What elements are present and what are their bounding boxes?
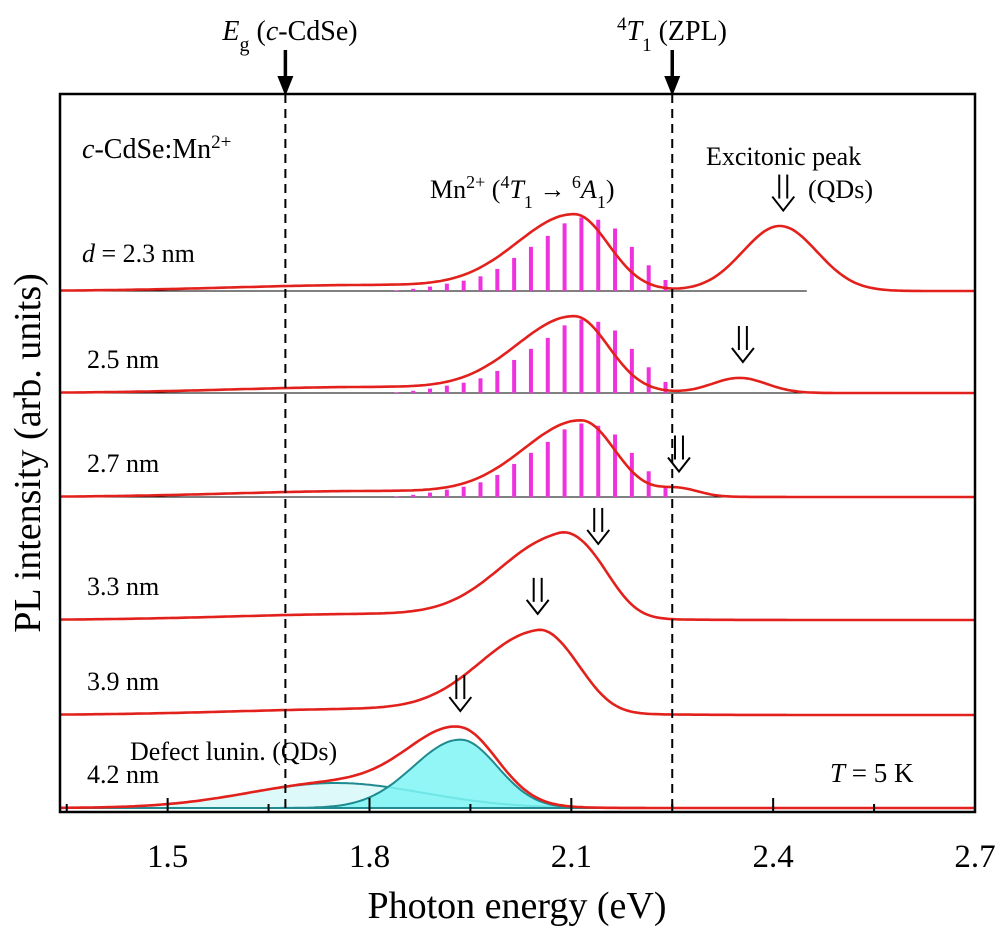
- exciton-marker-5: [448, 675, 473, 713]
- eg-reference-label: Eg (c-CdSe): [221, 16, 357, 56]
- exciton-marker-0: [771, 174, 796, 213]
- x-axis-tick-labels: 1.5 1.8 2.1 2.4 2.7: [147, 839, 996, 875]
- series-label-5: 4.2 nm: [87, 760, 159, 789]
- zpl-reference-label: 4T1 (ZPL): [617, 14, 727, 56]
- x-axis-title: Photon energy (eV): [367, 885, 666, 927]
- defect-luminescence-label: Defect lunin. (QDs): [130, 737, 337, 766]
- pl-curve-3: [60, 530, 975, 622]
- exciton-marker-2: [667, 435, 691, 474]
- spectrum-baselines: [60, 290, 807, 498]
- mn-stick-spectra: [394, 217, 668, 497]
- series-label-4: 3.9 nm: [87, 667, 159, 696]
- mn-transition-label: Mn2+ (4T1 → 6A1): [430, 172, 614, 212]
- pl-curves: [60, 212, 975, 810]
- pl-curve-4: [60, 628, 975, 717]
- exciton-marker-4: [525, 577, 550, 616]
- pl-curve-0: [60, 212, 975, 293]
- y-axis-title: PL intensity (arb. units): [7, 273, 49, 633]
- x-tick-label: 1.8: [349, 839, 390, 875]
- x-tick-label: 2.4: [753, 839, 794, 875]
- x-tick-label: 1.5: [147, 839, 188, 875]
- series-label-1: 2.5 nm: [87, 345, 159, 374]
- reference-arrow-head-0: [277, 76, 294, 96]
- series-labels: d = 2.3 nm 2.5 nm 2.7 nm 3.3 nm 3.9 nm 4.2 nm: [82, 239, 195, 789]
- material-label: c-CdSe:Mn2+: [82, 132, 231, 166]
- exciton-marker-3: [586, 507, 611, 546]
- pl-curve-2: [60, 418, 975, 499]
- pl-curve-5: [60, 725, 975, 810]
- reference-arrow-head-1: [664, 76, 681, 96]
- temperature-label: T = 5 K: [830, 758, 914, 788]
- reference-lines: [277, 50, 681, 812]
- series-label-2: 2.7 nm: [87, 449, 159, 478]
- series-label-3: 3.3 nm: [87, 572, 159, 601]
- excitonic-peak-label: Excitonic peak: [706, 142, 861, 171]
- series-label-0: d = 2.3 nm: [82, 239, 195, 268]
- exciton-marker-1: [731, 325, 755, 364]
- pl-curve-1: [60, 314, 975, 395]
- x-tick-label: 2.7: [954, 839, 995, 875]
- x-tick-label: 2.1: [551, 839, 592, 875]
- exciton-markers: [448, 174, 796, 713]
- excitonic-peak-qds-label: (QDs): [808, 175, 873, 204]
- plot-frame: [58, 92, 977, 814]
- x-axis-ticks: [65, 798, 976, 812]
